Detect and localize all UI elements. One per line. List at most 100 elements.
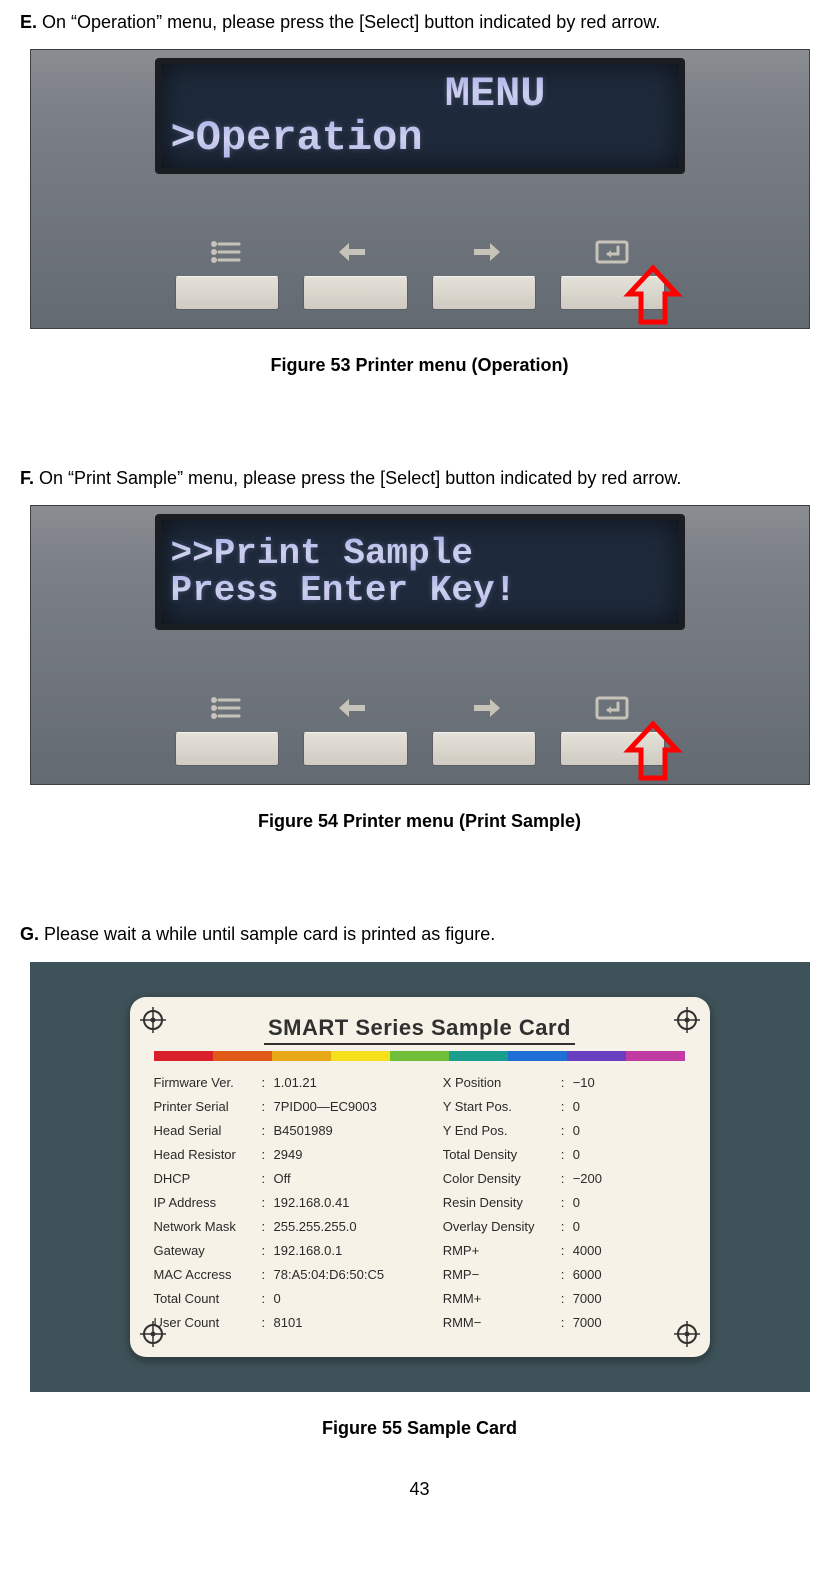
instruction-g: G. Please wait a while until sample card… [20,922,819,947]
card-colon: : [561,1167,573,1191]
card-value: Off [274,1167,433,1191]
card-value: 7000 [573,1287,686,1311]
corner-mark-icon [674,1321,700,1347]
card-value: −200 [573,1167,686,1191]
card-label: Total Density [443,1143,561,1167]
panel-button-right[interactable] [432,732,537,766]
card-label: RMM+ [443,1287,561,1311]
panel-button-menu[interactable] [175,732,280,766]
card-colon: : [561,1095,573,1119]
card-colon: : [561,1287,573,1311]
color-bar [154,1051,686,1061]
card-label: Printer Serial [154,1095,262,1119]
lcd-display: >>Print Sample Press Enter Key! [155,514,685,630]
card-row: Firmware Ver.: 1.01.21 [154,1071,433,1095]
card-row: Total Count: 0 [154,1287,433,1311]
red-arrow-indicator [619,262,687,329]
section-f: F. On “Print Sample” menu, please press … [20,466,819,832]
color-bar-segment [567,1051,626,1061]
card-label: Color Density [443,1167,561,1191]
card-colon: : [262,1311,274,1335]
card-colon: : [561,1191,573,1215]
instruction-text-f: On “Print Sample” menu, please press the… [34,468,681,488]
card-row: Gateway: 192.168.0.1 [154,1239,433,1263]
card-row: IP Address: 192.168.0.41 [154,1191,433,1215]
card-colon: : [262,1167,274,1191]
section-e: E. On “Operation” menu, please press the… [20,10,819,376]
card-value: 6000 [573,1263,686,1287]
lcd-line-2: Press Enter Key! [171,572,669,610]
card-value: 1.01.21 [274,1071,433,1095]
instruction-text-e: On “Operation” menu, please press the [S… [37,12,660,32]
card-colon: : [561,1071,573,1095]
color-bar-segment [272,1051,331,1061]
card-label: Gateway [154,1239,262,1263]
card-value: 0 [573,1095,686,1119]
section-g: G. Please wait a while until sample card… [20,922,819,1438]
card-value: 0 [573,1143,686,1167]
card-value: 78:A5:04:D6:50:C5 [274,1263,433,1287]
sample-card-figure-55: SMART Series Sample Card Firmware Ver.: … [30,962,810,1392]
instruction-text-g: Please wait a while until sample card is… [39,924,495,944]
lcd-line-1: >>Print Sample [171,535,669,573]
card-value: 0 [573,1119,686,1143]
card-row: Y Start Pos.: 0 [443,1095,686,1119]
step-letter-g: G. [20,924,39,944]
card-label: X Position [443,1071,561,1095]
card-label: RMP− [443,1263,561,1287]
panel-button-menu[interactable] [175,276,280,310]
red-arrow-indicator [619,718,687,785]
figure-caption-55: Figure 55 Sample Card [20,1418,819,1439]
color-bar-segment [154,1051,213,1061]
card-row: DHCP: Off [154,1167,433,1191]
card-label: Overlay Density [443,1215,561,1239]
card-value: B4501989 [274,1119,433,1143]
card-row: MAC Accress: 78:A5:04:D6:50:C5 [154,1263,433,1287]
card-colon: : [262,1191,274,1215]
panel-button-left[interactable] [303,732,408,766]
card-value: 192.168.0.1 [274,1239,433,1263]
card-title-text: SMART Series Sample Card [264,1015,575,1045]
right-arrow-icon [432,239,537,265]
card-colon: : [262,1119,274,1143]
corner-mark-icon [140,1321,166,1347]
card-colon: : [561,1143,573,1167]
panel-icon-strip [175,690,665,726]
sample-card: SMART Series Sample Card Firmware Ver.: … [130,997,710,1357]
card-colon: : [262,1143,274,1167]
card-colon: : [561,1119,573,1143]
card-row: X Position: −10 [443,1071,686,1095]
figure-caption-53: Figure 53 Printer menu (Operation) [20,355,819,376]
color-bar-segment [213,1051,272,1061]
figure-caption-54: Figure 54 Printer menu (Print Sample) [20,811,819,832]
page-number: 43 [20,1479,819,1500]
instruction-e: E. On “Operation” menu, please press the… [20,10,819,35]
card-value: 2949 [274,1143,433,1167]
lcd-line-2: >Operation [171,116,669,160]
card-value: 0 [573,1191,686,1215]
card-value: 4000 [573,1239,686,1263]
color-bar-segment [449,1051,508,1061]
panel-button-right[interactable] [432,276,537,310]
lcd-display: MENU >Operation [155,58,685,174]
menu-icon [175,239,280,265]
card-colon: : [561,1215,573,1239]
card-row: RMM+: 7000 [443,1287,686,1311]
panel-button-left[interactable] [303,276,408,310]
menu-icon [175,695,280,721]
panel-button-row [175,732,665,766]
card-label: IP Address [154,1191,262,1215]
printer-panel-figure-53: MENU >Operation [30,49,810,329]
card-row: Head Resistor: 2949 [154,1143,433,1167]
card-colon: : [262,1287,274,1311]
card-title: SMART Series Sample Card [154,1015,686,1045]
card-label: Head Resistor [154,1143,262,1167]
card-row: Total Density: 0 [443,1143,686,1167]
right-arrow-icon [432,695,537,721]
card-label: RMM− [443,1311,561,1335]
card-right-column: X Position: −10Y Start Pos.: 0Y End Pos.… [443,1071,686,1336]
panel-icon-strip [175,234,665,270]
card-label: User Count [154,1311,262,1335]
card-value: −10 [573,1071,686,1095]
corner-mark-icon [140,1007,166,1033]
